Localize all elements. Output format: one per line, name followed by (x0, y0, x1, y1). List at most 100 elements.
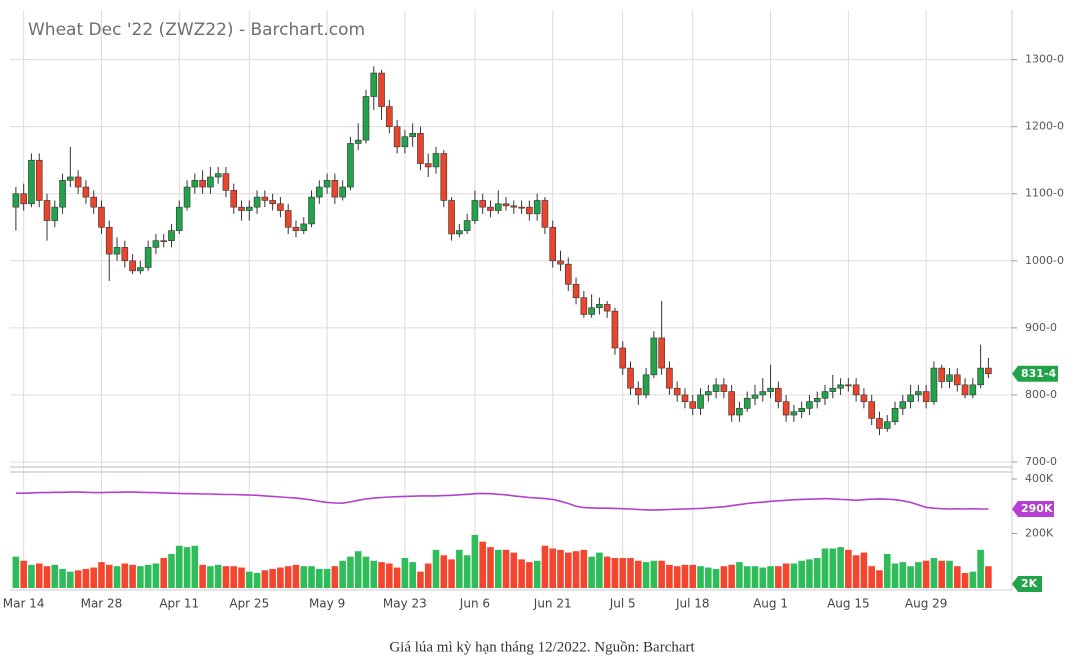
candle-body (222, 173, 230, 191)
x-tick-label: Aug 15 (827, 597, 870, 611)
candle-body (712, 384, 720, 392)
volume-bar (191, 545, 199, 588)
volume-bar (845, 549, 852, 588)
candle-body (852, 384, 860, 396)
candle-body (938, 367, 946, 382)
candle-body (479, 200, 486, 208)
candle-body (378, 72, 385, 107)
candle-body (316, 186, 323, 198)
candle-body (627, 367, 634, 389)
volume-tag-label: 2K (1021, 577, 1038, 590)
volume-bar (728, 564, 735, 588)
volume-bar (666, 564, 673, 588)
candle-body (821, 391, 829, 399)
candle-body (386, 106, 393, 127)
candle-body (549, 226, 557, 262)
volume-bar (689, 564, 697, 588)
candle-body (580, 297, 588, 315)
candle-body (930, 367, 938, 402)
last-price-tag-label: 831-4 (1021, 367, 1057, 380)
candle-body (214, 173, 222, 178)
volume-bar (12, 556, 20, 588)
volume-bar (767, 566, 774, 588)
x-tick-label: Mar 14 (3, 597, 45, 611)
candle-body (339, 186, 346, 198)
candle-body (557, 260, 564, 265)
x-tick-label: Apr 25 (229, 597, 269, 611)
candle-body (160, 240, 168, 242)
grid-layer (10, 10, 1012, 590)
candle-body (743, 397, 751, 409)
volume-bar (961, 573, 969, 588)
candle-body (59, 180, 66, 208)
volume-bar (308, 566, 315, 588)
candle-body (20, 193, 27, 205)
volume-bar (673, 566, 681, 588)
candle-body (977, 367, 984, 386)
volume-bar (253, 573, 261, 588)
candle-body (393, 126, 401, 148)
volume-bar (775, 566, 782, 588)
volume-bar (806, 559, 813, 588)
volume-bar (479, 541, 486, 588)
candle-body (238, 206, 245, 211)
volume-bar (821, 548, 829, 588)
volume-bar (207, 566, 214, 588)
candle-body (572, 283, 580, 298)
marks-layer (12, 66, 992, 588)
volume-bar (74, 570, 82, 588)
x-tick-label: Jun 6 (459, 597, 490, 611)
volume-bar (868, 566, 875, 588)
volume-bar (393, 567, 401, 588)
candle-body (564, 263, 572, 285)
candle-body (28, 159, 35, 205)
volume-bar (284, 566, 292, 588)
volume-bar (502, 549, 510, 588)
volume-bar (564, 552, 572, 588)
volume-bar (347, 556, 354, 588)
volume-bar (697, 566, 704, 588)
candle-body (673, 387, 681, 396)
candle-body (401, 136, 409, 148)
volume-bar (891, 563, 899, 588)
candle-body (860, 394, 868, 402)
candle-body (82, 186, 90, 198)
volume-bar (790, 563, 798, 588)
y-tick-label: 1000-0 (1025, 254, 1064, 267)
volume-bar (557, 549, 564, 588)
open-interest-tag (1012, 500, 1054, 517)
candle-body (105, 226, 113, 255)
volume-bar (378, 562, 385, 588)
volume-bar (510, 552, 518, 588)
volume-bar (883, 553, 891, 588)
candle-body (417, 133, 424, 164)
volume-bar (487, 547, 494, 588)
candle-body (113, 247, 121, 255)
candle-body (961, 384, 969, 396)
y2-tick-label: 400K (1025, 472, 1054, 485)
candle-body (35, 159, 43, 201)
candle-body (681, 394, 689, 402)
candle-body (183, 186, 191, 208)
volume-bar (362, 556, 370, 588)
candle-body (611, 310, 619, 349)
candle-body (953, 374, 961, 386)
x-tick-label: May 23 (383, 597, 427, 611)
candle-body (432, 153, 440, 168)
candle-body (323, 180, 331, 188)
volume-bar (915, 562, 922, 588)
volume-bar (183, 547, 191, 588)
volume-bar (144, 564, 152, 588)
candle-body (199, 180, 206, 188)
candle-body (634, 387, 642, 396)
volume-bar (354, 551, 362, 588)
y-tick-label: 1300-0 (1025, 53, 1064, 66)
volume-bar (409, 562, 416, 588)
volume-bar (432, 549, 440, 588)
candle-body (922, 391, 930, 402)
candle-body (946, 374, 953, 382)
volume-bar (230, 566, 238, 588)
volume-bar (238, 567, 245, 588)
volume-bar (580, 549, 588, 588)
